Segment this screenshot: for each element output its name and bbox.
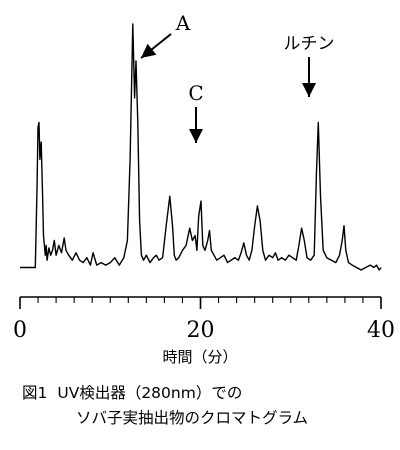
x-tick-label: 20	[187, 318, 215, 343]
x-axis-ticks: 0 20 40	[13, 297, 395, 343]
chromatogram-trace	[20, 23, 382, 271]
annotation-label: ルチン	[284, 34, 335, 54]
annotation-label: A	[175, 11, 191, 35]
x-tick-label: 0	[13, 318, 27, 343]
annotation-arrow-head	[302, 83, 316, 97]
chromatogram-trace-group	[20, 23, 382, 271]
caption-text-1: UV検出器（280nm）での	[57, 384, 243, 402]
annotation-arrow-head	[141, 43, 157, 58]
caption-prefix: 図1	[22, 384, 48, 402]
caption-line-2: ソバ子実抽出物のクロマトグラム	[76, 409, 309, 427]
caption-line-1: 図1 UV検出器（280nm）での	[22, 381, 392, 406]
figure-caption: 図1 UV検出器（280nm）での ソバ子実抽出物のクロマトグラム	[22, 381, 392, 431]
peak-annotations: A C ルチン	[140, 11, 335, 143]
annotation-arrow-head	[189, 129, 203, 143]
x-tick-label: 40	[367, 318, 395, 343]
x-axis-title: 時間（分）	[162, 348, 237, 366]
annotation-label: C	[188, 81, 203, 105]
